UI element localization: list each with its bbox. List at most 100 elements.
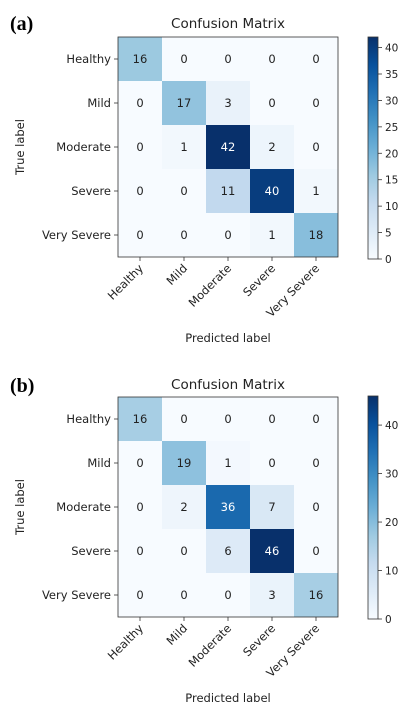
cell-value-label: 6 — [224, 544, 231, 558]
matrix-cell — [162, 37, 206, 81]
matrix-cell — [206, 573, 250, 617]
matrix-cell — [250, 81, 294, 125]
panel-label: (a) — [10, 13, 33, 35]
y-tick-label: Healthy — [66, 52, 111, 66]
y-tick-label: Moderate — [56, 140, 111, 154]
cell-value-label: 0 — [136, 588, 143, 602]
colorbar-tick-label: 20 — [385, 517, 398, 529]
cell-value-label: 0 — [136, 140, 143, 154]
matrix-cell — [118, 169, 162, 213]
matrix-cell — [206, 441, 250, 485]
colorbar-tick-label: 30 — [385, 469, 398, 481]
cell-value-label: 0 — [136, 544, 143, 558]
cell-value-label: 1 — [180, 140, 187, 154]
matrix-cell — [250, 573, 294, 617]
matrix-cell — [118, 441, 162, 485]
matrix-cell — [162, 573, 206, 617]
x-tick-label: Healthy — [105, 261, 147, 303]
cell-value-label: 0 — [136, 96, 143, 110]
matrix-cell — [162, 397, 206, 441]
matrix-cell — [294, 37, 338, 81]
cell-value-label: 0 — [312, 456, 319, 470]
matrix-cell — [118, 37, 162, 81]
cell-value-label: 0 — [180, 184, 187, 198]
cell-value-label: 19 — [177, 456, 192, 470]
colorbar-tick-label: 30 — [385, 95, 398, 107]
cell-value-label: 46 — [265, 544, 280, 558]
matrix-cell — [206, 169, 250, 213]
panel-label: (b) — [10, 375, 34, 397]
x-tick-label: Moderate — [186, 261, 235, 310]
matrix-cell — [294, 169, 338, 213]
matrix-cell — [250, 213, 294, 257]
cell-value-label: 40 — [265, 184, 280, 198]
cell-value-label: 0 — [136, 228, 143, 242]
colorbar-tick-label: 40 — [385, 420, 398, 432]
matrix-cell — [162, 81, 206, 125]
x-tick-label: Mild — [164, 621, 191, 648]
x-tick-label: Severe — [240, 621, 278, 659]
colorbar-tick-label: 15 — [385, 175, 398, 187]
cell-value-label: 0 — [268, 456, 275, 470]
matrix-cell — [118, 81, 162, 125]
colorbar-tick-label: 20 — [385, 148, 398, 160]
cell-value-label: 36 — [221, 500, 236, 514]
colorbar-tick-label: 40 — [385, 43, 398, 55]
colorbar-tick-label: 25 — [385, 122, 398, 134]
matrix-cell — [294, 213, 338, 257]
y-tick-label: Severe — [71, 544, 111, 558]
cell-value-label: 0 — [180, 228, 187, 242]
x-axis-label: Predicted label — [185, 331, 270, 345]
cell-value-label: 11 — [221, 184, 236, 198]
matrix-cell — [162, 441, 206, 485]
matrix-cell — [162, 169, 206, 213]
cell-value-label: 0 — [268, 412, 275, 426]
matrix-cell — [206, 37, 250, 81]
matrix-cell — [250, 169, 294, 213]
cell-value-label: 0 — [224, 228, 231, 242]
cell-value-label: 0 — [312, 140, 319, 154]
cell-value-label: 18 — [309, 228, 324, 242]
matrix-cell — [118, 125, 162, 169]
cell-value-label: 0 — [312, 544, 319, 558]
cell-value-label: 0 — [224, 588, 231, 602]
colorbar-tick-label: 10 — [385, 566, 398, 578]
matrix-cell — [294, 441, 338, 485]
cell-value-label: 0 — [224, 52, 231, 66]
colorbar-tick-label: 10 — [385, 201, 398, 213]
cell-value-label: 1 — [268, 228, 275, 242]
colorbar — [367, 395, 379, 620]
colorbar-tick-label: 5 — [385, 228, 392, 240]
matrix-cell — [294, 125, 338, 169]
cell-value-label: 0 — [180, 588, 187, 602]
colorbar-tick-label: 35 — [385, 69, 398, 81]
matrix-cell — [294, 81, 338, 125]
y-tick-label: Severe — [71, 184, 111, 198]
y-tick-label: Mild — [87, 96, 111, 110]
cell-value-label: 0 — [268, 96, 275, 110]
y-axis-label: True label — [13, 119, 27, 176]
y-tick-label: Mild — [87, 456, 111, 470]
cell-value-label: 3 — [224, 96, 231, 110]
cell-value-label: 16 — [133, 52, 148, 66]
cell-value-label: 7 — [268, 500, 275, 514]
matrix-cell — [206, 529, 250, 573]
matrix-cell — [294, 529, 338, 573]
matrix-cell — [206, 485, 250, 529]
y-tick-label: Healthy — [66, 412, 111, 426]
colorbar-tick-label: 0 — [385, 614, 392, 626]
matrix-cell — [206, 397, 250, 441]
matrix-cell — [118, 529, 162, 573]
matrix-cell — [250, 397, 294, 441]
matrix-cell — [162, 213, 206, 257]
cell-value-label: 0 — [136, 500, 143, 514]
y-tick-label: Moderate — [56, 500, 111, 514]
matrix-cell — [250, 485, 294, 529]
matrix-cell — [294, 573, 338, 617]
y-axis-label: True label — [13, 479, 27, 536]
matrix-cell — [118, 213, 162, 257]
x-tick-label: Moderate — [186, 621, 235, 670]
